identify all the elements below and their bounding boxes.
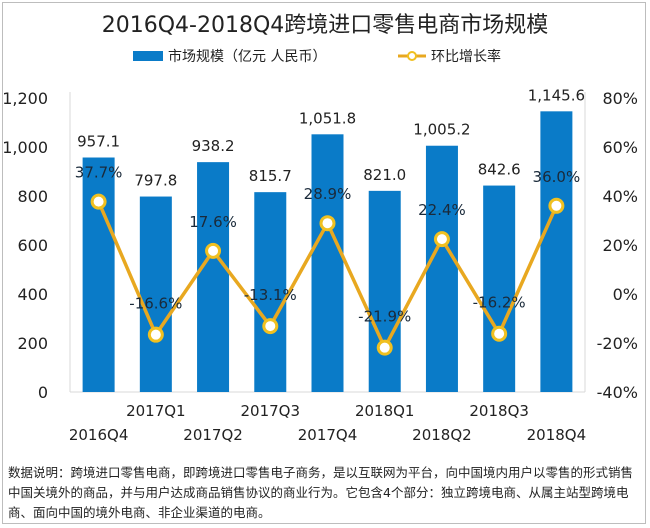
- growth-rate-label: -21.9%: [358, 308, 411, 326]
- growth-rate-label: 17.6%: [189, 213, 237, 231]
- legend-item-line: 环比增长率: [398, 46, 501, 66]
- bar: [82, 157, 115, 392]
- bar: [254, 192, 287, 392]
- growth-rate-label: -16.6%: [129, 295, 182, 313]
- data-note: 数据说明：跨境进口零售电商，即跨境进口零售电子商务，是以互联网为平台，向中国境内…: [8, 465, 634, 520]
- growth-rate-label: -13.1%: [244, 286, 297, 304]
- bar-value-label: 821.0: [363, 166, 406, 184]
- growth-rate-marker: [319, 215, 336, 232]
- growth-rate-marker: [205, 242, 222, 259]
- growth-rate-marker: [548, 197, 565, 214]
- bar: [139, 196, 172, 392]
- right-axis-tick: -20%: [597, 334, 638, 353]
- right-axis-tick: 20%: [602, 236, 638, 255]
- category-label: 2017Q4: [298, 426, 358, 444]
- legend-bar-swatch: [133, 51, 163, 61]
- chart-frame: [2, 2, 646, 524]
- growth-rate-label: 36.0%: [533, 168, 581, 186]
- right-axis-tick: 80%: [602, 89, 638, 108]
- right-axis-tick: 60%: [602, 138, 638, 157]
- left-axis-tick: 200: [17, 334, 48, 353]
- category-label: 2017Q3: [241, 402, 301, 420]
- right-axis-tick: -40%: [597, 383, 638, 402]
- growth-rate-marker: [491, 325, 508, 342]
- bar: [483, 185, 516, 392]
- growth-rate-marker: [433, 231, 450, 248]
- growth-rate-marker: [90, 193, 107, 210]
- bar-value-label: 815.7: [249, 167, 292, 185]
- bar: [368, 190, 401, 392]
- left-axis-tick: 1,200: [2, 89, 48, 108]
- combo-chart: 0 200 400 600 800 1,000 1,200 -40% -20% 0% 20% 40% 6…: [2, 86, 638, 444]
- category-label: 2018Q1: [355, 402, 415, 420]
- legend-item-bar: 市场规模（亿元 人民币）: [133, 46, 326, 66]
- bar-value-label: 1,145.6: [528, 86, 585, 104]
- left-axis-tick: 1,000: [2, 138, 48, 157]
- growth-rate-marker: [147, 326, 164, 343]
- category-label: 2017Q2: [183, 426, 243, 444]
- category-label: 2016Q4: [69, 426, 129, 444]
- growth-rate-label: 37.7%: [75, 164, 123, 182]
- chart-legend: 市场规模（亿元 人民币） 环比增长率: [0, 46, 650, 66]
- left-axis-tick: 400: [17, 285, 48, 304]
- chart-title: 2016Q4-2018Q4跨境进口零售电商市场规模: [101, 13, 549, 38]
- category-label: 2018Q4: [527, 426, 587, 444]
- left-axis-tick: 600: [17, 236, 48, 255]
- bar-value-label: 1,005.2: [413, 121, 470, 139]
- left-axis-tick: 0: [38, 383, 48, 402]
- growth-rate-marker: [376, 339, 393, 356]
- bar: [197, 162, 230, 392]
- bar-value-label: 1,051.8: [299, 109, 356, 127]
- growth-rate-label: -16.2%: [473, 294, 526, 312]
- category-label: 2018Q3: [469, 402, 529, 420]
- growth-rate-label: 22.4%: [418, 201, 466, 219]
- legend-bar-label: 市场规模（亿元 人民币）: [168, 49, 327, 65]
- bar: [311, 134, 344, 392]
- bar-value-label: 938.2: [192, 137, 235, 155]
- right-axis-tick: 0%: [613, 285, 638, 304]
- legend-line-swatch: [398, 50, 426, 62]
- category-label: 2018Q2: [412, 426, 472, 444]
- left-axis-tick: 800: [17, 187, 48, 206]
- bar: [425, 145, 458, 392]
- category-label: 2017Q1: [126, 402, 186, 420]
- bar-value-label: 842.6: [478, 161, 521, 179]
- legend-line-label: 环比增长率: [431, 49, 501, 65]
- bar-value-label: 797.8: [134, 172, 177, 190]
- right-axis-tick: 40%: [602, 187, 638, 206]
- growth-rate-label: 28.9%: [304, 185, 352, 203]
- bar-value-label: 957.1: [77, 133, 120, 151]
- growth-rate-marker: [262, 318, 279, 335]
- bar: [540, 111, 573, 392]
